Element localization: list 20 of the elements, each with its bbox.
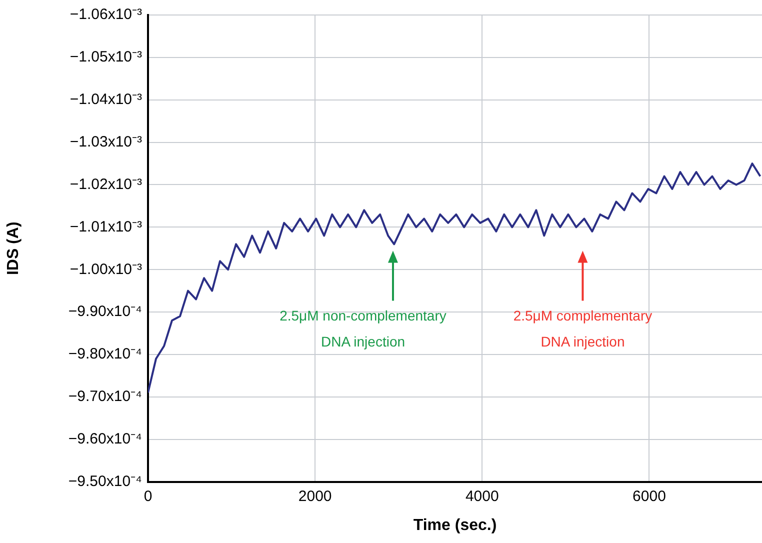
y-tick-label: −1.00x10⁻³ xyxy=(70,260,142,278)
y-tick-label: −1.03x10⁻³ xyxy=(70,133,142,150)
y-tick-label: −1.04x10⁻³ xyxy=(70,91,142,108)
y-tick-label: −9.70x10⁻⁴ xyxy=(68,388,142,406)
y-tick-label: −1.06x10⁻³ xyxy=(70,6,142,24)
annotation: 2.5μM complementary DNA injection xyxy=(513,308,652,350)
y-tick-label: −9.80x10⁻⁴ xyxy=(68,346,142,363)
x-tick-label: 4000 xyxy=(465,488,499,505)
y-axis-title: IDS (A) xyxy=(5,222,22,276)
y-tick-label: −1.01x10⁻³ xyxy=(70,218,142,236)
y-tick-label: −9.60x10⁻⁴ xyxy=(68,430,142,448)
x-tick-label: 0 xyxy=(144,488,152,505)
x-axis-title: Time (sec.) xyxy=(413,516,497,534)
y-tick-label: −9.90x10⁻⁴ xyxy=(68,303,142,320)
y-tick-label: −1.05x10⁻³ xyxy=(70,48,142,66)
y-tick-label: −1.02x10⁻³ xyxy=(70,176,142,193)
x-tick-label: 2000 xyxy=(298,488,332,505)
x-tick-label: 6000 xyxy=(632,488,666,505)
annotation: 2.5μM non-complementary DNA injection xyxy=(280,308,446,350)
y-tick-label: −9.50x10⁻⁴ xyxy=(68,472,142,490)
